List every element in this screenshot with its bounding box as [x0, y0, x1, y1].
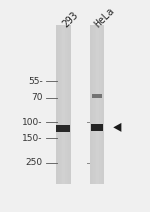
Text: 293: 293: [61, 10, 80, 29]
Bar: [102, 25, 104, 184]
Bar: [104, 25, 105, 184]
Text: 150-: 150-: [22, 134, 43, 143]
Bar: [93, 25, 95, 184]
Bar: [98, 25, 99, 184]
Bar: [95, 25, 96, 184]
Bar: [60, 25, 61, 184]
Text: 70: 70: [31, 93, 43, 102]
Bar: [65, 25, 67, 184]
Bar: [56, 25, 71, 184]
Bar: [99, 25, 101, 184]
Bar: [101, 25, 102, 184]
Bar: [64, 25, 65, 184]
Bar: [90, 25, 104, 184]
Bar: [68, 25, 70, 184]
Text: HeLa: HeLa: [93, 6, 116, 29]
Text: 55-: 55-: [28, 77, 43, 86]
Bar: [63, 25, 64, 184]
Bar: [92, 25, 93, 184]
Text: 100-: 100-: [22, 118, 43, 127]
Bar: [61, 25, 63, 184]
Bar: [90, 25, 92, 184]
Text: 250: 250: [26, 158, 43, 167]
Polygon shape: [113, 123, 121, 132]
Bar: [57, 25, 58, 184]
Bar: [92, 94, 102, 98]
Bar: [58, 25, 60, 184]
Bar: [67, 25, 68, 184]
Bar: [96, 25, 98, 184]
Bar: [56, 124, 70, 132]
Bar: [70, 25, 71, 184]
Bar: [91, 124, 103, 131]
